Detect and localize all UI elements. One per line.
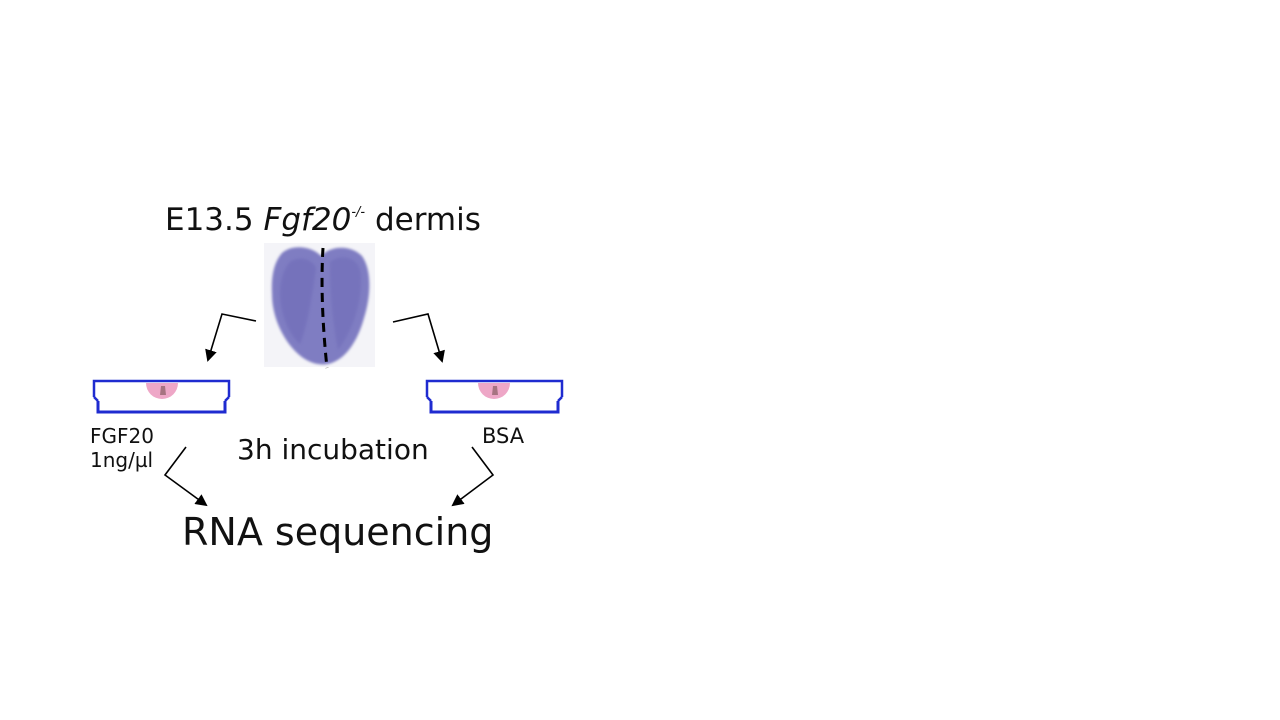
arrow-to-fgf20-dish (205, 313, 257, 362)
title-genotype: -/- (351, 205, 366, 220)
arrow-bsa-to-sequencing (451, 446, 495, 507)
title-tissue: dermis (374, 202, 481, 238)
title-stage: E13.5 (165, 202, 254, 238)
dermis-tissue-image (264, 243, 375, 367)
culture-dish-fgf20 (92, 379, 231, 414)
arrow-to-bsa-dish (392, 313, 445, 363)
arrow-fgf20-to-sequencing (163, 446, 208, 507)
fgf20-condition-label: FGF20 1ng/µl (90, 424, 180, 472)
rna-sequencing-label: RNA sequencing (182, 510, 494, 554)
cut-line (320, 247, 329, 369)
diagram-title: E13.5 Fgf20-/- dermis (165, 205, 481, 236)
culture-dish-bsa (425, 379, 564, 414)
fgf20-condition-concentration: 1ng/µl (90, 447, 154, 472)
fgf20-condition-name: FGF20 (90, 424, 154, 448)
title-gene: Fgf20 (263, 202, 352, 238)
incubation-label: 3h incubation (237, 433, 429, 466)
bsa-condition-label: BSA (482, 424, 525, 448)
